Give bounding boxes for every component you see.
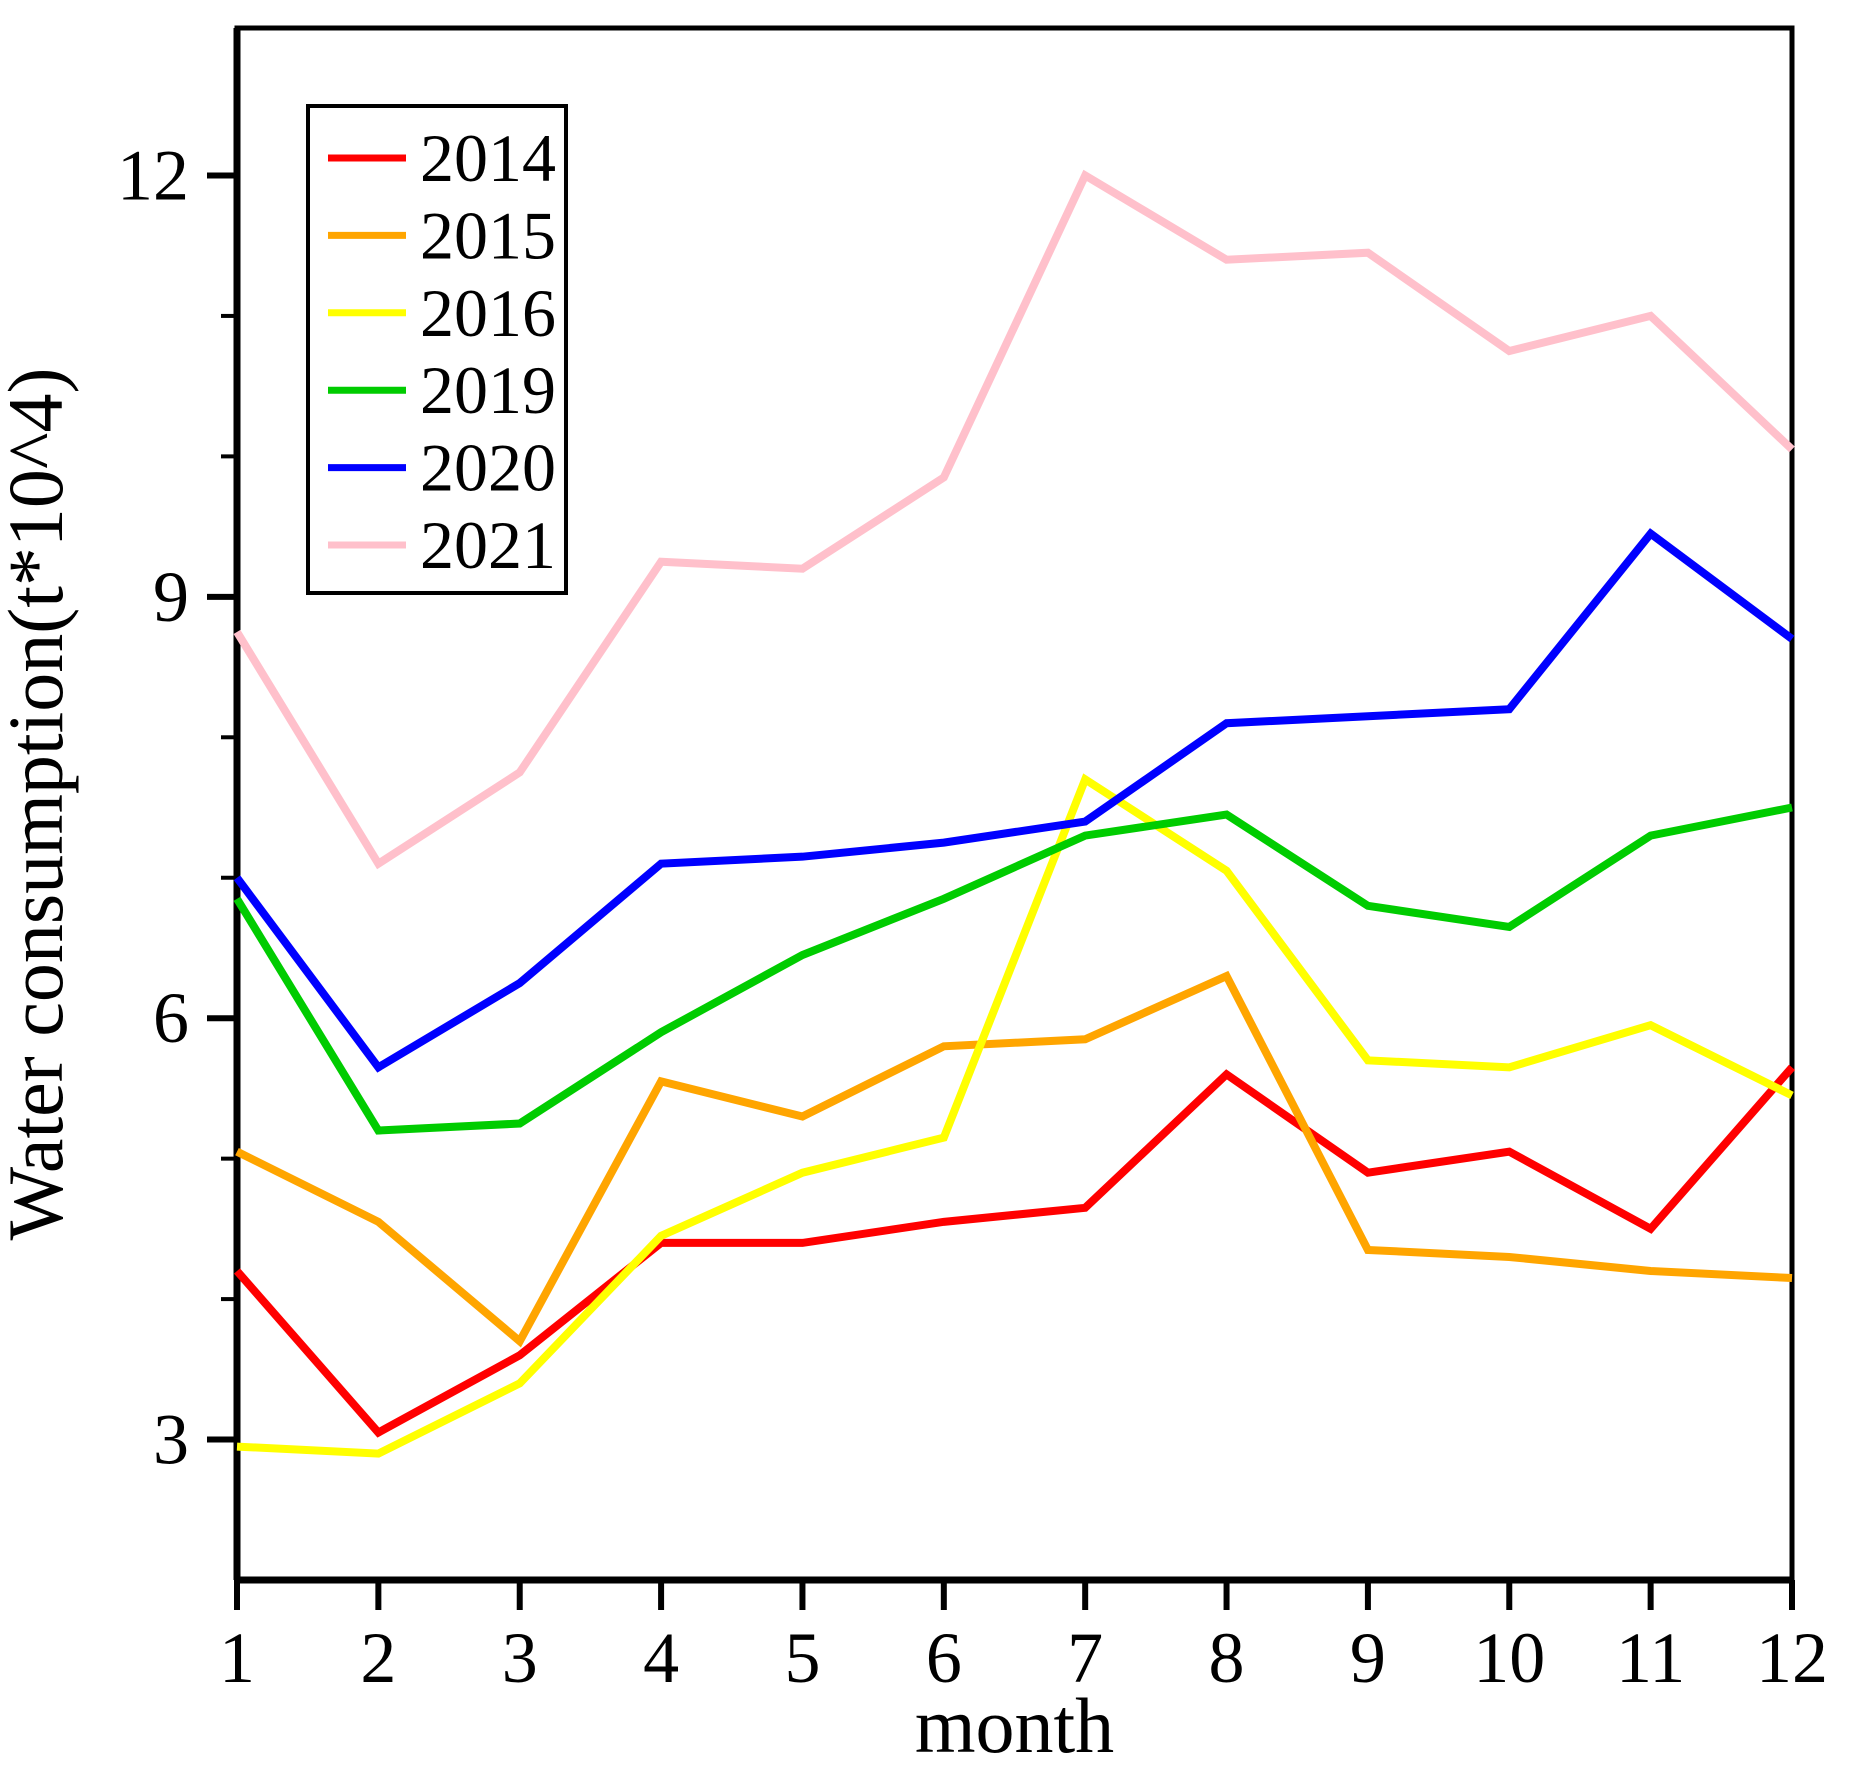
series-line-2014 [233, 1064, 1796, 1438]
legend-label: 2021 [420, 507, 556, 583]
x-axis-title: month [915, 1682, 1114, 1769]
x-tick-label: 12 [1756, 1618, 1828, 1698]
x-tick-label: 7 [1067, 1618, 1103, 1698]
legend-item-2014: 2014 [328, 120, 556, 196]
x-tick-label: 3 [502, 1618, 538, 1698]
y-tick-label: 12 [117, 135, 189, 215]
series-line-2019 [233, 803, 1793, 1135]
legend-label: 2016 [420, 275, 556, 351]
y-axis-minor-ticks [221, 313, 237, 1302]
series-line-2021 [233, 169, 1795, 870]
y-axis-major-ticks: 3 6 9 12 [117, 135, 237, 1480]
x-tick-label: 5 [784, 1618, 820, 1698]
y-tick-label: 6 [153, 978, 189, 1058]
series-line-2020 [233, 528, 1795, 1073]
x-tick-label: 1 [219, 1618, 255, 1698]
series-lines [233, 169, 1796, 1458]
legend-item-2019: 2019 [328, 352, 556, 428]
x-tick-label: 10 [1473, 1618, 1545, 1698]
x-tick-label: 2 [360, 1618, 396, 1698]
legend-item-2020: 2020 [328, 430, 556, 506]
x-axis-ticks: 1 2 3 4 5 6 7 8 9 10 11 12 [219, 1580, 1828, 1698]
series-line-2015 [235, 970, 1793, 1348]
legend-item-2021: 2021 [328, 507, 556, 583]
legend-label: 2020 [420, 430, 556, 506]
y-tick-label: 3 [153, 1400, 189, 1480]
y-axis-title: Water consumption(t*10^4) [0, 368, 79, 1241]
x-tick-label: 4 [643, 1618, 679, 1698]
legend-box [306, 104, 568, 595]
legend-item-2015: 2015 [328, 197, 556, 273]
x-tick-label: 11 [1616, 1618, 1685, 1698]
y-tick-label: 9 [153, 557, 189, 637]
legend-label: 2015 [420, 197, 556, 273]
x-tick-label: 8 [1209, 1618, 1245, 1698]
series-line-2016 [236, 773, 1794, 1458]
legend-label: 2019 [420, 352, 556, 428]
legend-item-2016: 2016 [328, 275, 556, 351]
x-tick-label: 9 [1350, 1618, 1386, 1698]
legend-label: 2014 [420, 120, 556, 196]
x-tick-label: 6 [926, 1618, 962, 1698]
